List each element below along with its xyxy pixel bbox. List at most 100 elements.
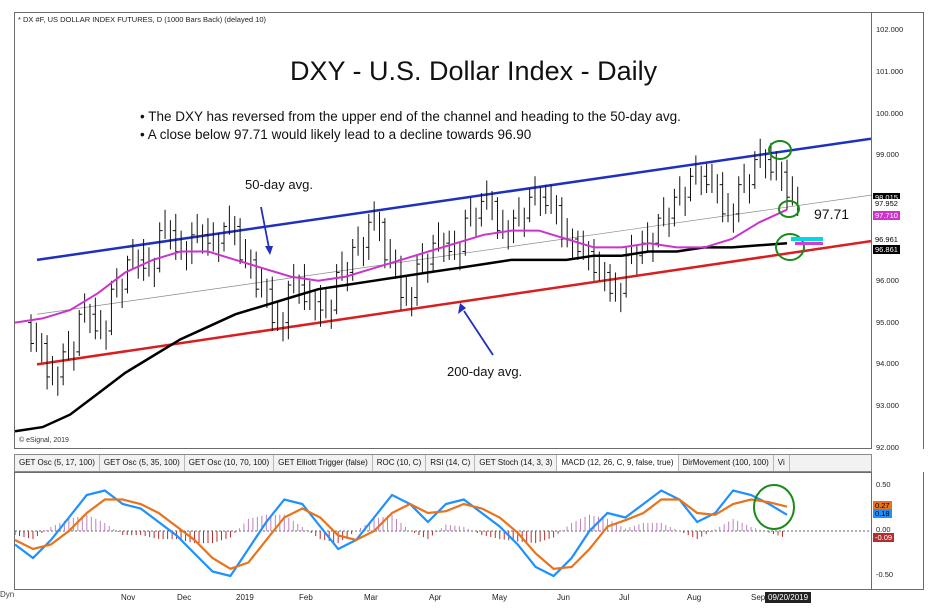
price-axis-label: 93.000	[876, 401, 899, 411]
macd-axis-label: -0.50	[876, 570, 894, 579]
candle	[494, 197, 509, 250]
candle	[462, 197, 477, 256]
arrow-50-head	[265, 246, 273, 255]
candle	[397, 255, 413, 317]
candle	[623, 234, 638, 298]
candle	[751, 138, 767, 189]
price-axis-label: 99.000	[876, 150, 899, 160]
circle-upper	[768, 140, 792, 160]
ma50-line	[15, 208, 788, 324]
upper-channel-line	[36, 137, 871, 262]
candle	[317, 284, 332, 329]
price-axis[interactable]: 102.000101.000100.00099.00098.00097.0009…	[872, 12, 924, 452]
label-50-day-avg: 50-day avg.	[245, 177, 313, 192]
chart-title: DXY - U.S. Dollar Index - Daily	[290, 56, 658, 86]
indicator-tab-strip: GET Osc (5, 17, 100) GET Osc (5, 35, 100…	[14, 454, 872, 472]
time-axis-label: Apr	[429, 593, 442, 602]
time-axis-label: Aug	[687, 593, 702, 602]
tab-get-osc-5-35[interactable]: GET Osc (5, 35, 100)	[100, 455, 185, 471]
macd-circle	[753, 484, 795, 530]
price-axis-label: 102.000	[876, 25, 904, 34]
candle	[188, 213, 204, 265]
price-axis-label: 96.000	[876, 275, 899, 285]
candle	[446, 230, 461, 271]
tab-get-osc-10-70[interactable]: GET Osc (10, 70, 100)	[185, 455, 275, 471]
price-tag: 96.961	[873, 234, 900, 244]
label-price-97-71: 97.71	[814, 206, 850, 222]
candle	[172, 213, 187, 271]
candle	[124, 239, 139, 294]
annotation-bullet-2: • A close below 97.71 would likely lead …	[140, 127, 532, 142]
tab-vi[interactable]: Vi	[774, 455, 790, 471]
label-200-day-avg: 200-day avg.	[447, 364, 523, 379]
price-axis-label: 95.000	[876, 317, 899, 327]
price-chart-panel[interactable]	[14, 12, 872, 449]
candle	[526, 176, 541, 223]
signal-line	[15, 498, 788, 571]
candle	[365, 201, 381, 260]
time-axis-label: Feb	[299, 593, 313, 602]
candle	[92, 297, 107, 350]
macd-value-tag: 0.18	[873, 508, 892, 518]
candle	[285, 264, 300, 340]
macd-axis[interactable]: 0.50 0.00 -0.50 0.27 0.18 -0.09	[872, 472, 924, 590]
macd-axis-label: 0.50	[876, 480, 891, 489]
time-axis-label: Dec	[177, 593, 192, 602]
candle	[767, 142, 783, 191]
dyn-label[interactable]: Dyn	[0, 590, 15, 599]
candle	[28, 314, 43, 363]
candle	[671, 176, 686, 227]
candle	[414, 243, 429, 306]
price-chart-svg	[15, 137, 871, 433]
price-tag: 97.952	[873, 199, 900, 209]
mid-channel-line	[36, 194, 871, 315]
macd-value-tag: -0.09	[873, 533, 895, 543]
circle-ma50	[778, 200, 800, 218]
candle	[719, 172, 734, 233]
copyright-label: © eSignal, 2019	[19, 437, 69, 444]
current-date-tag: 09/20/2019	[765, 592, 812, 603]
candle	[542, 184, 557, 225]
candle	[655, 197, 670, 248]
time-axis-label: Jun	[557, 593, 570, 602]
tab-dirmovement[interactable]: DirMovement (100, 100)	[679, 455, 774, 471]
candle	[703, 163, 718, 204]
tab-macd[interactable]: MACD (12, 26, C, 9, false, true)	[557, 455, 679, 471]
tab-get-elliott-trigger[interactable]: GET Elliott Trigger (false)	[274, 455, 373, 471]
circle-lower	[775, 233, 805, 261]
candle	[269, 276, 284, 342]
candle	[735, 163, 750, 223]
time-axis-label: 2019	[236, 593, 254, 602]
arrow-200-line	[463, 310, 494, 356]
macd-axis-label: 0.00	[876, 525, 891, 534]
price-axis-label: 94.000	[876, 359, 899, 369]
price-axis-label: 101.000	[876, 66, 904, 76]
arrow-50-line	[260, 206, 270, 249]
candle	[510, 197, 525, 244]
lower-channel-line	[36, 239, 871, 366]
candle	[333, 251, 348, 315]
time-axis[interactable]: Nov Dec 2019 Feb Mar Apr May Jun Jul Aug Sep 09/20/…	[14, 590, 924, 610]
price-axis-label: 92.000	[876, 443, 899, 452]
macd-panel[interactable]	[14, 472, 872, 590]
tab-get-stoch[interactable]: GET Stoch (14, 3, 3)	[475, 455, 558, 471]
time-axis-label: Sep	[751, 593, 766, 602]
ma200-line	[15, 241, 788, 433]
tab-roc[interactable]: ROC (10, C)	[373, 455, 427, 471]
tab-get-osc-5-17[interactable]: GET Osc (5, 17, 100)	[15, 455, 100, 471]
candle	[253, 251, 268, 308]
tab-rsi[interactable]: RSI (14, C)	[426, 455, 476, 471]
candle	[237, 218, 252, 279]
price-axis-label: 100.000	[876, 108, 904, 118]
candle	[108, 268, 123, 336]
price-tag: 98.015	[873, 192, 900, 202]
price-tag: 96.861	[873, 244, 900, 254]
time-axis-label: Mar	[364, 593, 378, 602]
candle	[156, 209, 171, 273]
macd-svg	[15, 484, 871, 578]
candle	[478, 180, 493, 227]
candle	[558, 197, 574, 258]
macd-line	[15, 489, 788, 578]
candle	[687, 155, 702, 202]
time-axis-label: Jul	[619, 593, 630, 602]
